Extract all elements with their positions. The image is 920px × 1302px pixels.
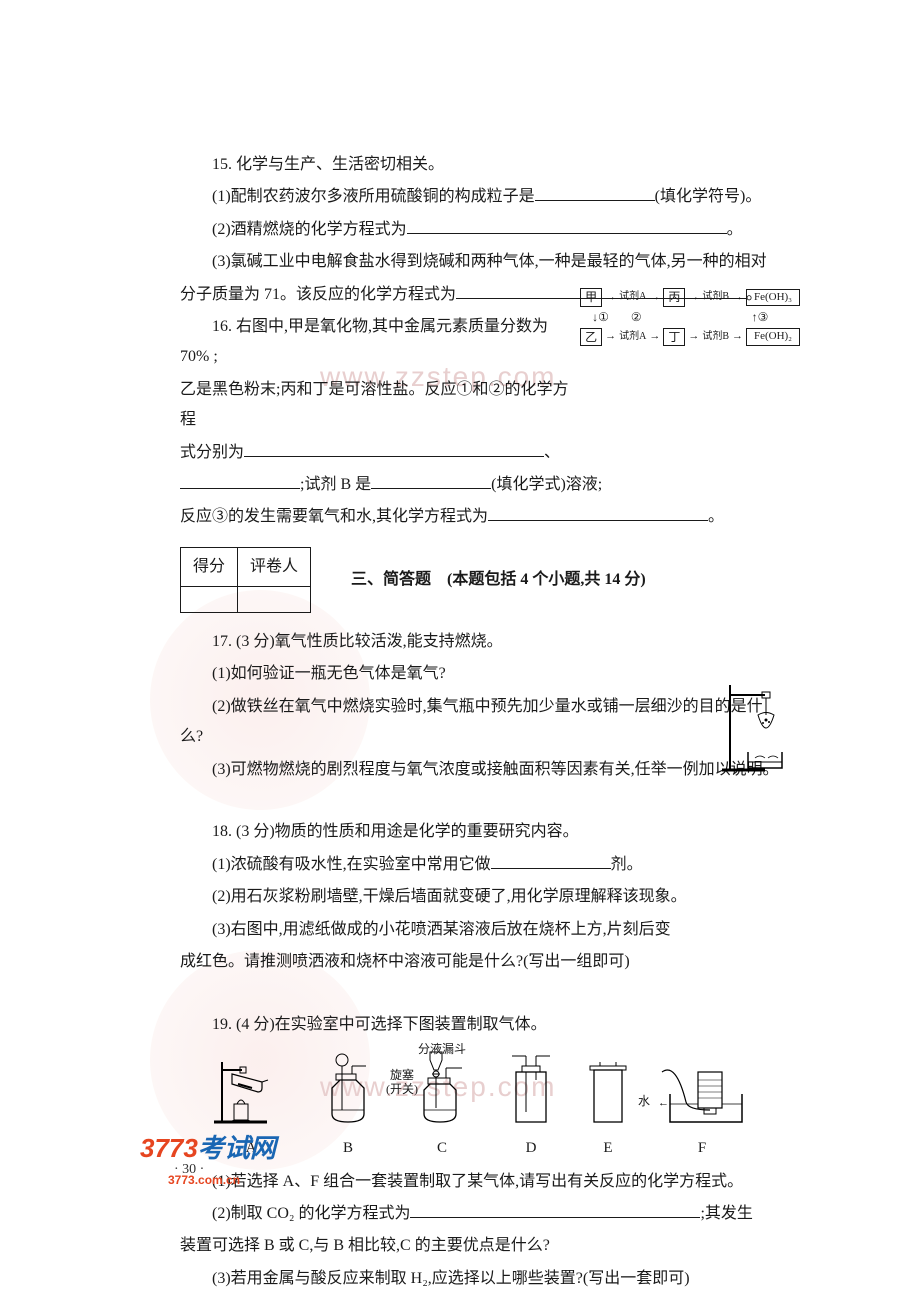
q17-p3: (3)可燃物燃烧的剧烈程度与氧气浓度或接触面积等因素有关,任举一例加以说明。 (180, 755, 780, 785)
score-cell-blank (238, 587, 311, 613)
blank (535, 184, 655, 202)
q19-p2a: (2)制取 CO₂ 的化学方程式为 ;其发生 (180, 1199, 780, 1229)
svg-text:←: ← (658, 1097, 669, 1109)
apparatus-f: ← F (656, 1052, 748, 1163)
blank (371, 471, 491, 489)
score-col-defen: 得分 (181, 547, 238, 586)
q16-p1c: 式分别为、 (180, 438, 780, 468)
q18-p3b: 成红色。请推测喷洒液和烧杯中溶液可能是什么?(写出一组即可) (180, 947, 780, 977)
label-reagent-a2: 试剂A (619, 330, 646, 344)
q16-p2b-text: (填化学式)溶液; (491, 476, 602, 493)
q17-head: 17. (3 分)氧气性质比较活泼,能支持燃烧。 (180, 627, 780, 657)
label-d: D (526, 1134, 537, 1163)
q19-p2b-text: ;其发生 (700, 1205, 752, 1222)
anno-water: 水 (638, 1090, 650, 1113)
q19-p2a-text: (2)制取 CO₂ 的化学方程式为 (212, 1205, 410, 1222)
label-reagent-b2: 试剂B (702, 330, 729, 344)
arrow: → (605, 290, 616, 305)
q17-p2: (2)做铁丝在氧气中燃烧实验时,集气瓶中预先加少量水或铺一层细沙的目的是什么? (180, 692, 780, 753)
anno-funnel: 分液漏斗 (418, 1038, 466, 1061)
q16-p3-text: 反应③的发生需要氧气和水,其化学方程式为 (180, 508, 488, 525)
q16-p2: ;试剂 B 是 (填化学式)溶液; (180, 470, 780, 500)
label-r2: ② (631, 309, 642, 326)
q16-diagram: 甲 → 试剂A → 丙 → 试剂B → Fe(OH)₃ ↓① ② ↑③ 乙 → … (580, 288, 800, 348)
site-logo: 3773考试网 3773.com.cn (140, 1124, 276, 1192)
label-b: B (343, 1134, 353, 1163)
q18-p3a: (3)右图中,用滤纸做成的小花喷洒某溶液后放在烧杯上方,片刻后变 (180, 915, 780, 945)
label-reagent-b: 试剂B (702, 290, 729, 304)
logo-kaoshiwang: 考试网 (198, 1133, 276, 1163)
q18-p1: (1)浓硫酸有吸水性,在实验室中常用它做 剂。 (180, 850, 780, 880)
q19-head: 19. (4 分)在实验室中可选择下图装置制取气体。 (180, 1010, 780, 1040)
page-number: · 30 · (174, 1157, 204, 1184)
apparatus-row: A B (200, 1048, 760, 1163)
q15-p1-text: (1)配制农药波尔多液所用硫酸铜的构成粒子是 (212, 188, 535, 205)
q16-p2a-text: ;试剂 B 是 (300, 476, 371, 493)
q15-p1: (1)配制农药波尔多液所用硫酸铜的构成粒子是 (填化学符号)。 (180, 182, 780, 212)
section3-title: 三、简答题 (本题包括 4 个小题,共 14 分) (351, 565, 646, 595)
node-yi: 乙 (580, 328, 602, 347)
q16-p1b: 乙是黑色粉末;丙和丁是可溶性盐。反应①和②的化学方程 (180, 375, 780, 436)
q15-p1-tail: (填化学符号)。 (655, 188, 762, 205)
apparatus-b: B (314, 1052, 382, 1163)
q18-p1b: 剂。 (611, 856, 643, 873)
score-col-pingjuan: 评卷人 (238, 547, 311, 586)
node-jia: 甲 (580, 288, 602, 307)
apparatus-e: E (584, 1052, 632, 1163)
score-cell-blank (181, 587, 238, 613)
label-c: C (437, 1134, 447, 1163)
document-content: 15. 化学与生产、生活密切相关。 (1)配制农药波尔多液所用硫酸铜的构成粒子是… (180, 150, 780, 1294)
q19-p2c: 装置可选择 B 或 C,与 B 相比较,C 的主要优点是什么? (180, 1231, 780, 1261)
q18-figure (720, 680, 790, 780)
node-feoh2: Fe(OH)₂ (746, 328, 800, 345)
q15-p3b-text: 分子质量为 71。该反应的化学方程式为 (180, 286, 456, 303)
blank (180, 471, 300, 489)
label-e: E (603, 1134, 612, 1163)
blank (244, 439, 544, 457)
label-r3: ↑③ (752, 309, 769, 326)
node-feoh3: Fe(OH)₃ (746, 289, 800, 306)
blank (488, 504, 708, 522)
blank (410, 1200, 700, 1218)
score-table: 得分 评卷人 (180, 547, 311, 613)
q15-p2: (2)酒精燃烧的化学方程式为。 (180, 215, 780, 245)
q15-p2-text: (2)酒精燃烧的化学方程式为 (212, 221, 407, 238)
q15-head: 15. 化学与生产、生活密切相关。 (180, 150, 780, 180)
apparatus-c: C (406, 1048, 478, 1163)
anno-valve2: (开关) (386, 1078, 418, 1101)
q19-p3: (3)若用金属与酸反应来制取 H₂,应选择以上哪些装置?(写出一套即可) (180, 1264, 780, 1294)
q17-p1: (1)如何验证一瓶无色气体是氧气? (180, 659, 780, 689)
q18-p1a: (1)浓硫酸有吸水性,在实验室中常用它做 (212, 856, 491, 873)
node-ding: 丁 (663, 328, 685, 347)
label-reagent-a: 试剂A (619, 290, 646, 304)
q16-p1c-text: 式分别为 (180, 444, 244, 461)
apparatus-d: D (502, 1052, 560, 1163)
label-f: F (698, 1134, 706, 1163)
label-r1: ↓① (592, 309, 609, 326)
q18-head: 18. (3 分)物质的性质和用途是化学的重要研究内容。 (180, 817, 780, 847)
node-bing: 丙 (663, 288, 685, 307)
q16-p3: 反应③的发生需要氧气和水,其化学方程式为。 (180, 502, 780, 532)
q15-p3a: (3)氯碱工业中电解食盐水得到烧碱和两种气体,一种是最轻的气体,另一种的相对 (180, 247, 780, 277)
blank (407, 216, 727, 234)
blank (491, 851, 611, 869)
q18-p2: (2)用石灰浆粉刷墙壁,干燥后墙面就变硬了,用化学原理解释该现象。 (180, 882, 780, 912)
